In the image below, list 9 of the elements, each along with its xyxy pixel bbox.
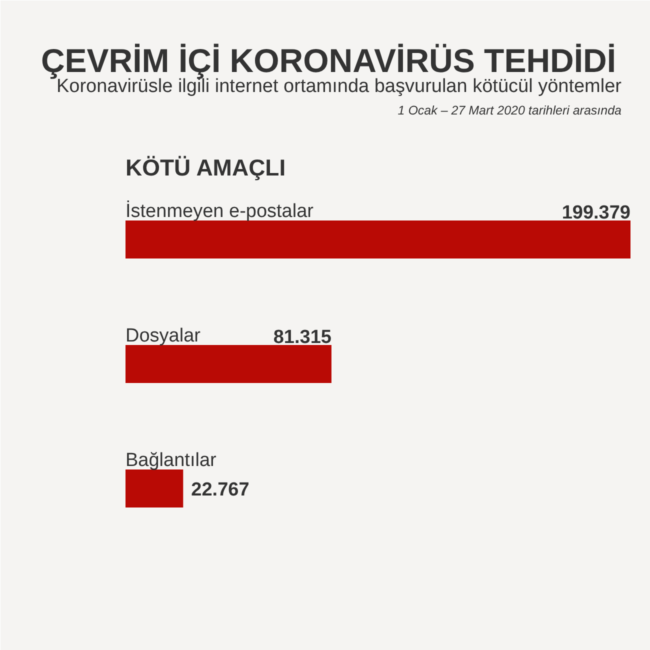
annotation: KÖTÜ AMAÇLI <box>126 154 286 180</box>
data-label: 199.379 <box>562 202 631 224</box>
data-label: 22.767 <box>191 480 250 500</box>
chart-title: ÇEVRİM İÇİ KORONAVİRÜS TEHDİDİ <box>40 42 616 79</box>
y-tick-label: Dosyalar <box>126 326 202 346</box>
data-label: 81.315 <box>273 327 332 348</box>
y-tick-label: Bağlantılar <box>126 450 218 471</box>
y-tick-label: İstenmeyen e-postalar <box>126 200 314 222</box>
text: 1 Ocak – 27 Mart 2020 tarihleri arasında <box>398 104 622 118</box>
